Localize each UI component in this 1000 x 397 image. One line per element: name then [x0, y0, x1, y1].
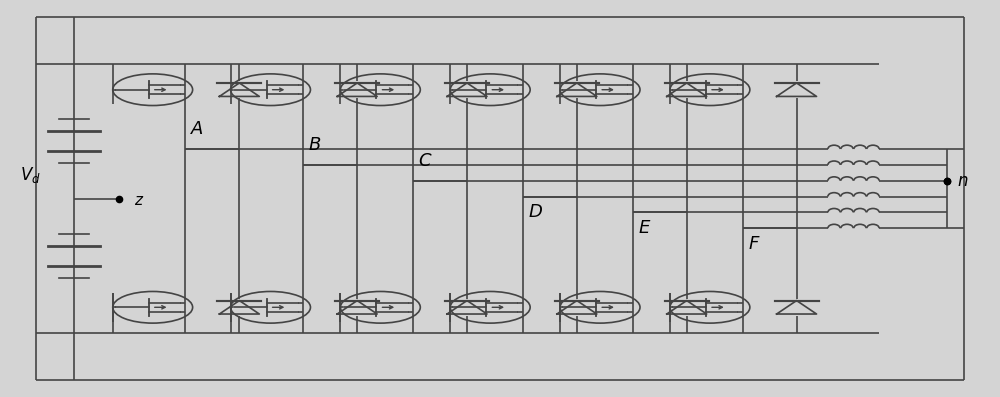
Text: $F$: $F$ — [748, 235, 760, 253]
Text: $C$: $C$ — [418, 152, 433, 170]
Text: $A$: $A$ — [190, 120, 204, 138]
Text: $z$: $z$ — [134, 193, 144, 208]
Text: $B$: $B$ — [308, 136, 322, 154]
Text: $n$: $n$ — [957, 172, 969, 190]
Text: $D$: $D$ — [528, 203, 543, 222]
Text: $V_d$: $V_d$ — [20, 165, 41, 185]
Text: $E$: $E$ — [638, 219, 651, 237]
